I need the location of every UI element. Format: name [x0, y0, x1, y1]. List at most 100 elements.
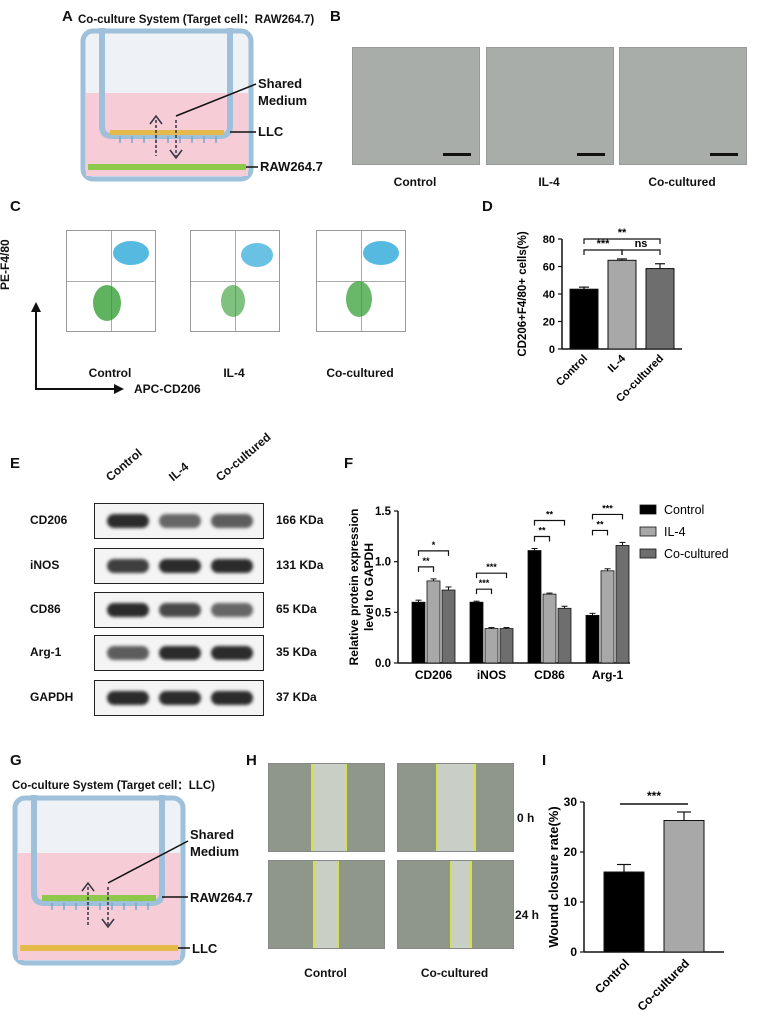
y-tick-label: 0	[570, 945, 577, 959]
flow-plot-il4	[190, 230, 280, 332]
blot-row-label-cd86: CD86	[30, 602, 61, 616]
bar-arg-1-co-cultured	[615, 545, 630, 664]
blot-arg-1	[94, 635, 264, 671]
shared-medium-label-a: Shared Medium	[258, 76, 308, 108]
legend-swatch-co-cultured	[639, 548, 657, 559]
significance-label: ***	[647, 789, 661, 803]
bar-inos-il-4	[484, 628, 499, 664]
wound-image-control-0h	[268, 763, 385, 852]
blot-cd86	[94, 592, 264, 628]
significance-bracket	[475, 588, 493, 595]
blot-row-size-gapdh: 37 KDa	[276, 690, 317, 704]
y-tick-label: 1.5	[375, 506, 392, 518]
bar-cd86-co-cultured	[557, 607, 572, 664]
y-tick-label: 30	[564, 795, 578, 809]
blot-row-label-gapdh: GAPDH	[30, 690, 74, 704]
panel-h-label-control: Control	[304, 966, 347, 980]
significance-label: ***	[597, 238, 611, 250]
x-tick-label-co-cultured: Co-cultured	[635, 956, 693, 1010]
y-tick-label: 0.5	[375, 607, 392, 619]
time-label-0h: 0 h	[517, 811, 535, 825]
panel-label-c: C	[10, 198, 21, 215]
bar-inos-co-cultured	[499, 628, 514, 664]
panel-c-label-il4: IL-4	[223, 366, 245, 380]
blot-band	[211, 646, 253, 660]
significance-label: *	[432, 540, 436, 550]
blot-row-label-cd206: CD206	[30, 513, 68, 527]
blot-band	[159, 691, 201, 705]
panel-label-g: G	[10, 752, 22, 769]
blot-band	[211, 603, 253, 617]
chart-f: 0.00.51.01.5CD206***iNOS******CD86****Ar…	[348, 503, 729, 682]
x-tick-label-il-4: IL-4	[606, 352, 629, 375]
legend-swatch-il-4	[639, 526, 657, 537]
blot-lane-control: Control	[103, 445, 145, 484]
lower-cell-label-g: LLC	[192, 941, 218, 956]
significance-label: **	[618, 227, 627, 239]
blot-row-label-inos: iNOS	[30, 558, 60, 572]
panel-c-label-cocultured: Co-cultured	[326, 366, 394, 380]
blot-band	[107, 603, 149, 617]
blot-row-size-arg1: 35 KDa	[276, 645, 317, 659]
panel-b-label-cocultured: Co-cultured	[648, 175, 716, 189]
significance-bracket	[591, 529, 609, 536]
blot-cd206	[94, 503, 264, 539]
upper-cell-label-a: LLC	[258, 124, 284, 139]
significance-bracket	[621, 249, 661, 255]
bar-arg-1-control	[585, 614, 600, 664]
panel-b-label-il4: IL-4	[538, 175, 560, 189]
blot-band	[159, 603, 201, 617]
blot-band	[211, 559, 253, 573]
upper-cell-label-g: RAW264.7	[190, 890, 253, 905]
significance-bracket	[533, 535, 551, 542]
x-tick-label-cd86: CD86	[534, 668, 565, 682]
x-tick-label-control: Control	[554, 353, 590, 389]
y-axis-label: CD206+F4/80+ cells(%)	[517, 231, 529, 356]
panel-c-label-control: Control	[88, 366, 132, 380]
panel-label-e: E	[10, 455, 21, 472]
significance-label: ***	[479, 578, 490, 588]
panel-label-h: H	[246, 752, 257, 769]
blot-row-label-arg1: Arg-1	[30, 645, 62, 659]
y-axis-label: Wound closure rate(%)	[548, 806, 561, 947]
significance-bracket	[591, 513, 624, 520]
y-tick-label: 40	[543, 289, 555, 301]
bar-cd86-control	[527, 550, 542, 664]
legend-swatch-control	[639, 504, 657, 515]
flow-x-axis-label: APC-CD206	[134, 382, 201, 396]
x-tick-label-arg-1: Arg-1	[592, 668, 624, 682]
blot-band	[107, 559, 149, 573]
panel-a-title: Co-culture System (Target cell：RAW264.7)	[78, 14, 315, 26]
x-tick-label-cd206: CD206	[415, 668, 453, 682]
blot-band	[211, 691, 253, 705]
blot-band	[107, 646, 149, 660]
time-label-24h: 24 h	[515, 908, 540, 922]
transwell-diagram-a	[80, 28, 258, 182]
panel-label-a: A	[62, 8, 73, 25]
blot-band	[159, 646, 201, 660]
wound-image-cocultured-24h	[397, 860, 514, 949]
panel-label-d: D	[482, 198, 493, 215]
panel-b-label-control: Control	[393, 175, 437, 189]
blot-row-size-cd86: 65 KDa	[276, 602, 317, 616]
y-tick-label: 10	[564, 895, 578, 909]
blot-gapdh	[94, 680, 264, 716]
x-tick-label-inos: iNOS	[477, 668, 506, 682]
bar-co-cultured	[645, 268, 675, 350]
significance-label: ***	[602, 503, 613, 513]
flow-axes-arrows	[31, 302, 124, 394]
bar-control	[603, 871, 645, 953]
flow-y-axis-label: PE-F4/80	[0, 239, 12, 290]
legend-label-co-cultured: Co-cultured	[664, 547, 729, 561]
blot-lane-il4: IL-4	[166, 459, 192, 484]
significance-bracket	[533, 519, 566, 526]
blot-row-size-inos: 131 KDa	[276, 558, 324, 572]
bar-cd206-co-cultured	[441, 589, 456, 664]
legend-label-il-4: IL-4	[664, 525, 686, 539]
bar-control	[569, 288, 599, 350]
panel-g-title: Co-culture System (Target cell：LLC)	[12, 780, 215, 792]
significance-label: **	[546, 509, 554, 519]
blot-band	[107, 691, 149, 705]
y-tick-label: 60	[543, 262, 555, 274]
